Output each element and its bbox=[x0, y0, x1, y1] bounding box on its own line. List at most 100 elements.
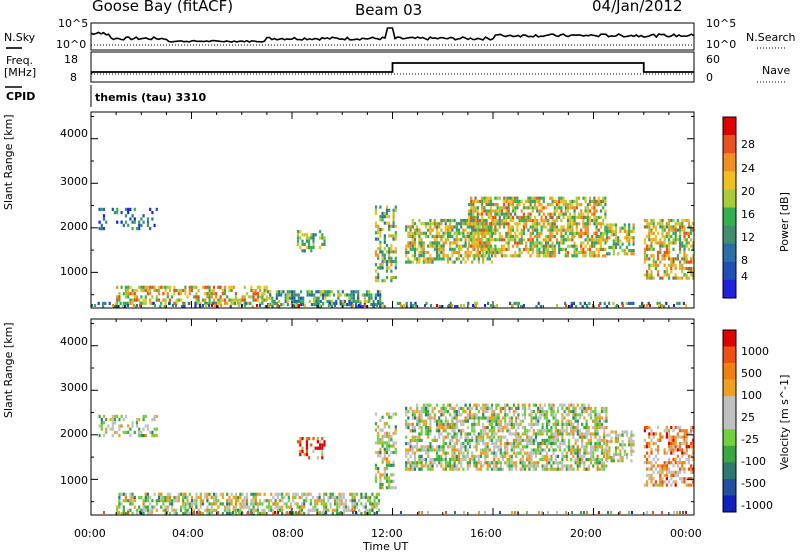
heatmap-cell bbox=[359, 305, 362, 309]
heatmap-cell bbox=[597, 228, 600, 232]
heatmap-cell bbox=[477, 416, 480, 420]
heatmap-cell bbox=[672, 451, 675, 455]
heatmap-cell bbox=[520, 228, 523, 232]
heatmap-cell bbox=[446, 257, 450, 261]
heatmap-cell bbox=[632, 252, 635, 256]
heatmap-cell bbox=[553, 219, 556, 223]
heatmap-cell bbox=[466, 454, 469, 458]
heatmap-cell bbox=[474, 219, 477, 223]
heatmap-cell bbox=[135, 511, 139, 516]
heatmap-cell bbox=[580, 215, 583, 219]
heatmap-cell bbox=[229, 305, 232, 309]
heatmap-cell bbox=[418, 419, 421, 423]
heatmap-cell bbox=[512, 413, 516, 417]
heatmap-cell bbox=[497, 429, 500, 433]
heatmap-cell bbox=[360, 502, 363, 506]
heatmap-cell bbox=[643, 250, 646, 255]
heatmap-cell bbox=[424, 406, 428, 410]
heatmap-cell bbox=[593, 231, 596, 235]
heatmap-cell bbox=[140, 217, 143, 221]
heatmap-cell bbox=[464, 432, 467, 436]
heatmap-cell bbox=[506, 413, 509, 417]
heatmap-cell bbox=[131, 227, 134, 231]
heatmap-cell bbox=[571, 235, 574, 239]
heatmap-cell bbox=[464, 416, 467, 420]
heatmap-cell bbox=[420, 250, 423, 255]
heatmap-cell bbox=[394, 486, 397, 490]
heatmap-cell bbox=[559, 461, 562, 465]
heatmap-cell bbox=[650, 238, 653, 242]
heatmap-cell bbox=[632, 433, 635, 437]
heatmap-cell bbox=[690, 464, 693, 468]
heatmap-cell bbox=[575, 231, 578, 235]
heatmap-cell bbox=[475, 435, 478, 439]
heatmap-cell bbox=[383, 305, 386, 309]
heatmap-cell bbox=[263, 285, 266, 289]
heatmap-cell bbox=[582, 212, 585, 216]
heatmap-cell bbox=[435, 250, 439, 255]
heatmap-cell bbox=[614, 223, 618, 227]
heatmap-cell bbox=[272, 502, 275, 506]
heatmap-cell bbox=[674, 225, 677, 229]
heatmap-cell bbox=[612, 223, 615, 227]
heatmap-cell bbox=[547, 241, 550, 245]
heatmap-cell bbox=[472, 304, 474, 307]
heatmap-cell bbox=[614, 239, 618, 243]
heatmap-cell bbox=[541, 422, 544, 426]
heatmap-cell bbox=[665, 222, 668, 226]
heatmap-cell bbox=[545, 454, 549, 458]
heatmap-cell bbox=[468, 410, 472, 414]
heatmap-cell bbox=[451, 451, 454, 455]
heatmap-cell bbox=[219, 295, 222, 299]
heatmap-cell bbox=[670, 228, 673, 232]
heatmap-cell bbox=[487, 225, 490, 229]
heatmap-cell bbox=[572, 426, 575, 430]
heatmap-cell bbox=[102, 207, 106, 211]
heatmap-cell bbox=[687, 276, 690, 280]
heatmap-cell bbox=[462, 451, 465, 455]
heatmap-cell bbox=[306, 290, 309, 294]
heatmap-cell bbox=[532, 442, 535, 446]
heatmap-cell bbox=[422, 464, 425, 468]
heatmap-cell bbox=[587, 438, 590, 442]
heatmap-cell bbox=[544, 225, 548, 229]
heatmap-cell bbox=[604, 199, 607, 203]
heatmap-cell bbox=[580, 511, 582, 514]
heatmap-cell bbox=[672, 225, 675, 229]
heatmap-cell bbox=[411, 225, 414, 229]
heatmap-cell bbox=[663, 305, 666, 309]
heatmap-cell bbox=[271, 305, 274, 309]
heatmap-cell bbox=[416, 410, 419, 414]
heatmap-cell bbox=[554, 429, 557, 433]
heatmap-cell bbox=[518, 238, 521, 242]
heatmap-cell bbox=[328, 304, 330, 307]
heatmap-cell bbox=[571, 219, 574, 223]
heatmap-cell bbox=[668, 231, 671, 235]
heatmap-cell bbox=[682, 511, 684, 514]
heatmap-cell bbox=[485, 196, 488, 200]
vel-cb-tick-4: -25 bbox=[741, 433, 759, 446]
heatmap-cell bbox=[263, 492, 266, 496]
heatmap-cell bbox=[692, 451, 695, 455]
heatmap-cell bbox=[310, 290, 314, 294]
heatmap-cell bbox=[676, 432, 679, 436]
heatmap-cell bbox=[575, 254, 578, 258]
heatmap-cell bbox=[515, 451, 518, 455]
heatmap-cell bbox=[195, 495, 198, 500]
heatmap-cell bbox=[545, 458, 549, 462]
heatmap-cell bbox=[438, 410, 441, 414]
heatmap-cell bbox=[282, 290, 285, 294]
heatmap-cell bbox=[648, 231, 651, 235]
heatmap-cell bbox=[208, 492, 211, 496]
heatmap-cell bbox=[208, 285, 211, 289]
heatmap-cell bbox=[554, 448, 557, 452]
heatmap-cell bbox=[486, 461, 489, 465]
heatmap-cell bbox=[435, 419, 439, 423]
heatmap-cell bbox=[146, 505, 150, 509]
heatmap-cell bbox=[471, 422, 474, 426]
heatmap-cell bbox=[643, 254, 646, 258]
heatmap-cell bbox=[208, 502, 211, 506]
heatmap-cell bbox=[500, 209, 504, 213]
heatmap-cell bbox=[381, 438, 384, 442]
heatmap-cell bbox=[599, 231, 603, 235]
